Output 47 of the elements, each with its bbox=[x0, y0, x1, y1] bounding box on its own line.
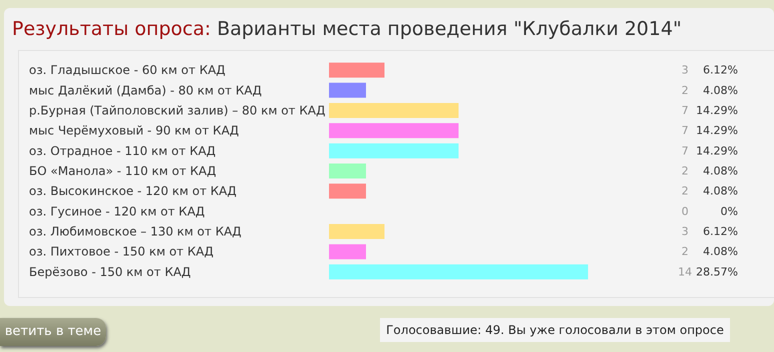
bar bbox=[329, 224, 384, 240]
y-tick-label: мыс Черёмуховый - 90 км от КАД bbox=[29, 124, 239, 138]
y-tick-label: р.Бурная (Тайполовский залив) – 80 км от КАД bbox=[29, 103, 326, 118]
bar bbox=[329, 264, 588, 280]
y-tick-label: оз. Пихтовое - 150 км от КАД bbox=[29, 244, 214, 259]
y-tick-label: мыс Далёкий (Дамба) - 80 км от КАД bbox=[29, 83, 262, 98]
data-label: 6.12% bbox=[703, 225, 738, 238]
text: 0 bbox=[682, 204, 688, 218]
text: 7 bbox=[682, 104, 688, 117]
y-tick-label: Берёзово - 150 км от КАД bbox=[29, 264, 191, 279]
text: 2 bbox=[682, 84, 688, 97]
text: Голосовавшие: 49. Вы уже голосовали в этом опросе bbox=[380, 318, 730, 342]
chart-subtitle: Варианты места проведения "Клубалки 2014" bbox=[216, 18, 682, 40]
text: 2 bbox=[682, 245, 688, 258]
bar bbox=[329, 123, 459, 138]
data-label: 6.12% bbox=[703, 64, 738, 77]
y-tick-label: оз. Отрадное - 110 км от КАД bbox=[29, 144, 216, 158]
y-tick-label: оз. Гладышское - 60 км от КАД bbox=[29, 63, 226, 78]
text: Результаты опроса: bbox=[12, 18, 211, 40]
data-label: 4.08% bbox=[703, 245, 738, 258]
text: ветить в теме bbox=[0, 318, 106, 346]
data-label: 14.29% bbox=[696, 124, 738, 138]
text: 7 bbox=[682, 144, 688, 158]
y-tick-label: БО «Манола» - 110 км от КАД bbox=[29, 164, 216, 178]
data-label: 4.08% bbox=[703, 184, 738, 198]
y-tick-label: оз. Гусиное - 120 км от КАД bbox=[29, 204, 205, 218]
data-label: 0% bbox=[720, 204, 738, 218]
text: 2 bbox=[682, 164, 688, 178]
bar bbox=[329, 62, 384, 78]
data-label: 28.57% bbox=[696, 265, 738, 278]
data-label: 14.29% bbox=[696, 144, 738, 158]
text: 7 bbox=[682, 124, 688, 138]
bar bbox=[329, 164, 366, 178]
bar bbox=[329, 102, 459, 118]
text: 14 bbox=[678, 265, 692, 278]
bar bbox=[329, 184, 366, 199]
data-label: 4.08% bbox=[703, 164, 738, 178]
text: 3 bbox=[682, 225, 688, 238]
data-label: 4.08% bbox=[703, 84, 738, 97]
text: 2 bbox=[682, 184, 688, 198]
bar bbox=[329, 244, 366, 260]
text: 3 bbox=[682, 64, 688, 77]
bar bbox=[329, 143, 459, 158]
y-tick-label: оз. Высокинское - 120 км от КАД bbox=[29, 184, 237, 198]
data-label: 14.29% bbox=[696, 104, 738, 117]
y-tick-label: оз. Любимовское – 130 км от КАД bbox=[29, 224, 242, 239]
bar bbox=[329, 82, 366, 98]
